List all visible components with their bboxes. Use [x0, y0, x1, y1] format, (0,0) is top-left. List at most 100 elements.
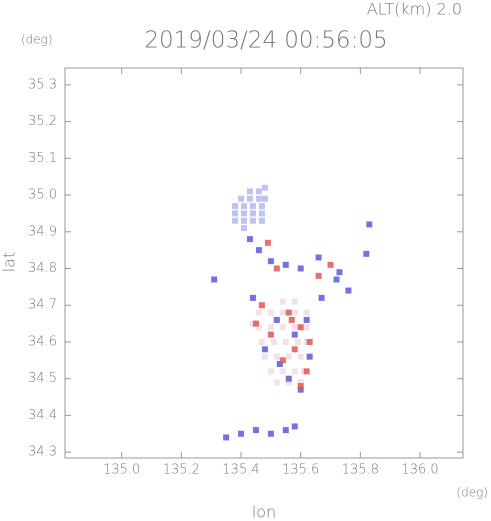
- data-point: [255, 195, 262, 202]
- data-point: [241, 203, 248, 210]
- data-point: [297, 265, 304, 272]
- data-point: [306, 338, 313, 345]
- data-point: [241, 217, 248, 224]
- data-point: [279, 298, 286, 305]
- data-point: [303, 324, 310, 331]
- data-point: [327, 261, 334, 268]
- chart-title: 2019/03/24 00:56:05: [144, 28, 387, 54]
- data-point: [246, 195, 253, 202]
- y-tick-label: 34.4: [28, 408, 57, 423]
- data-point: [288, 316, 295, 323]
- data-point: [252, 320, 259, 327]
- data-point: [267, 430, 274, 437]
- data-point: [294, 338, 301, 345]
- data-point: [279, 357, 286, 364]
- data-point: [252, 427, 259, 434]
- data-point: [261, 195, 268, 202]
- data-point: [279, 368, 286, 375]
- data-point: [336, 269, 343, 276]
- data-point: [282, 261, 289, 268]
- x-unit: (deg): [456, 486, 488, 500]
- data-point: [232, 217, 239, 224]
- data-point: [211, 276, 218, 283]
- data-point: [264, 239, 271, 246]
- data-point: [282, 338, 289, 345]
- data-point: [261, 184, 268, 191]
- data-point: [241, 225, 248, 232]
- data-point: [267, 309, 274, 316]
- y-axis-label: lat: [0, 252, 19, 273]
- data-point: [255, 309, 262, 316]
- data-point: [291, 368, 298, 375]
- data-point: [223, 434, 230, 441]
- data-point: [270, 338, 277, 345]
- data-point: [297, 383, 304, 390]
- data-point: [249, 294, 256, 301]
- data-point: [255, 324, 262, 331]
- y-unit: (deg): [21, 33, 53, 47]
- subtitle: ALT(km) 2.0: [367, 0, 462, 19]
- data-point: [363, 250, 370, 257]
- data-point: [297, 324, 304, 331]
- x-axis-label: lon: [252, 503, 276, 521]
- data-point: [258, 217, 265, 224]
- y-tick-label: 35.3: [28, 77, 57, 92]
- data-point: [297, 379, 304, 386]
- data-point: [303, 309, 310, 316]
- data-point: [279, 324, 286, 331]
- data-point: [255, 188, 262, 195]
- data-point: [258, 203, 265, 210]
- data-point: [249, 217, 256, 224]
- data-point: [303, 316, 310, 323]
- y-tick-label: 34.7: [28, 298, 57, 313]
- data-point: [303, 368, 310, 375]
- data-point: [255, 247, 262, 254]
- data-point: [238, 195, 245, 202]
- y-tick-label: 34.6: [28, 334, 57, 349]
- data-point: [232, 210, 239, 217]
- data-point: [261, 353, 268, 360]
- data-point: [273, 379, 280, 386]
- data-point: [238, 430, 245, 437]
- data-point: [258, 302, 265, 309]
- data-point: [315, 272, 322, 279]
- data-point: [315, 254, 322, 261]
- y-tick-label: 34.8: [28, 261, 57, 276]
- plot-frame: [64, 67, 464, 459]
- y-tick-label: 35.0: [28, 188, 57, 203]
- data-point: [306, 353, 313, 360]
- data-point: [261, 346, 268, 353]
- data-point: [285, 309, 292, 316]
- data-point: [282, 427, 289, 434]
- data-point: [366, 221, 373, 228]
- x-tick-label: 135.2: [163, 463, 200, 478]
- data-point: [273, 316, 280, 323]
- data-point: [285, 379, 292, 386]
- y-tick-label: 34.3: [28, 445, 57, 460]
- data-point: [273, 353, 280, 360]
- data-point: [291, 346, 298, 353]
- data-point: [279, 309, 286, 316]
- x-tick-label: 136.0: [401, 463, 438, 478]
- data-point: [291, 309, 298, 316]
- data-point: [318, 294, 325, 301]
- data-point: [285, 375, 292, 382]
- x-tick-label: 135.8: [342, 463, 379, 478]
- data-point: [232, 203, 239, 210]
- data-point: [267, 331, 274, 338]
- data-point: [258, 210, 265, 217]
- data-point: [333, 276, 340, 283]
- data-point: [285, 353, 292, 360]
- data-point: [273, 265, 280, 272]
- data-point: [267, 368, 274, 375]
- data-point: [291, 423, 298, 430]
- data-point: [297, 353, 304, 360]
- x-tick-label: 135.4: [222, 463, 259, 478]
- data-point: [291, 298, 298, 305]
- data-point: [291, 331, 298, 338]
- y-tick-label: 34.5: [28, 371, 57, 386]
- y-tick-label: 35.1: [28, 151, 57, 166]
- y-tick-label: 34.9: [28, 224, 57, 239]
- data-point: [249, 203, 256, 210]
